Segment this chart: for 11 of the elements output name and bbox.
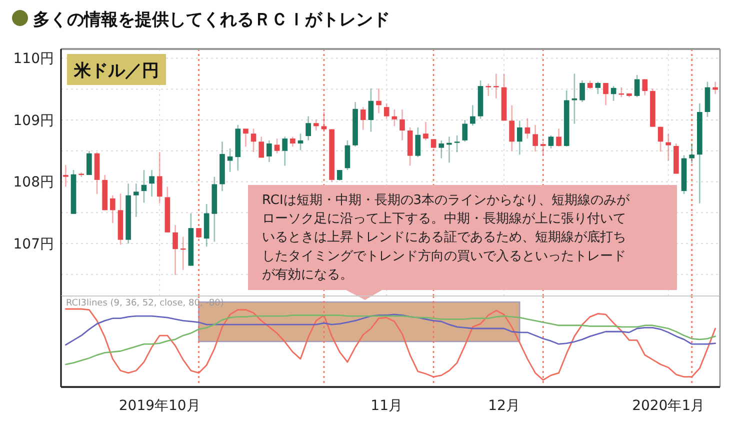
y-tick-label: 110円: [13, 51, 54, 68]
x-tick-label: 12月: [488, 398, 520, 414]
y-tick-label: 107円: [13, 236, 54, 252]
text: 米ドル／円: [73, 61, 159, 81]
chart-title: 多くの情報を提供してくれるＲＣＩがトレンド: [33, 10, 390, 30]
x-tick-label: 2019年10月: [118, 398, 200, 414]
annotation: RCIは短期・中期・長期の3本のラインからなり、短期線のみがローソク足に沿って上下する。中期・長期線が上に張り付いているときは上昇トレンドにある証であるため、短期線が底打ちしたタイミングでトレンド方向の買いで入るといったトレードが有効になる。: [262, 193, 631, 282]
y-tick-label: 109円: [13, 112, 54, 129]
y-tick-label: 108円: [13, 174, 54, 191]
x-tick-label: 11月: [370, 398, 402, 414]
x-tick-label: 2020年1月: [632, 398, 705, 414]
